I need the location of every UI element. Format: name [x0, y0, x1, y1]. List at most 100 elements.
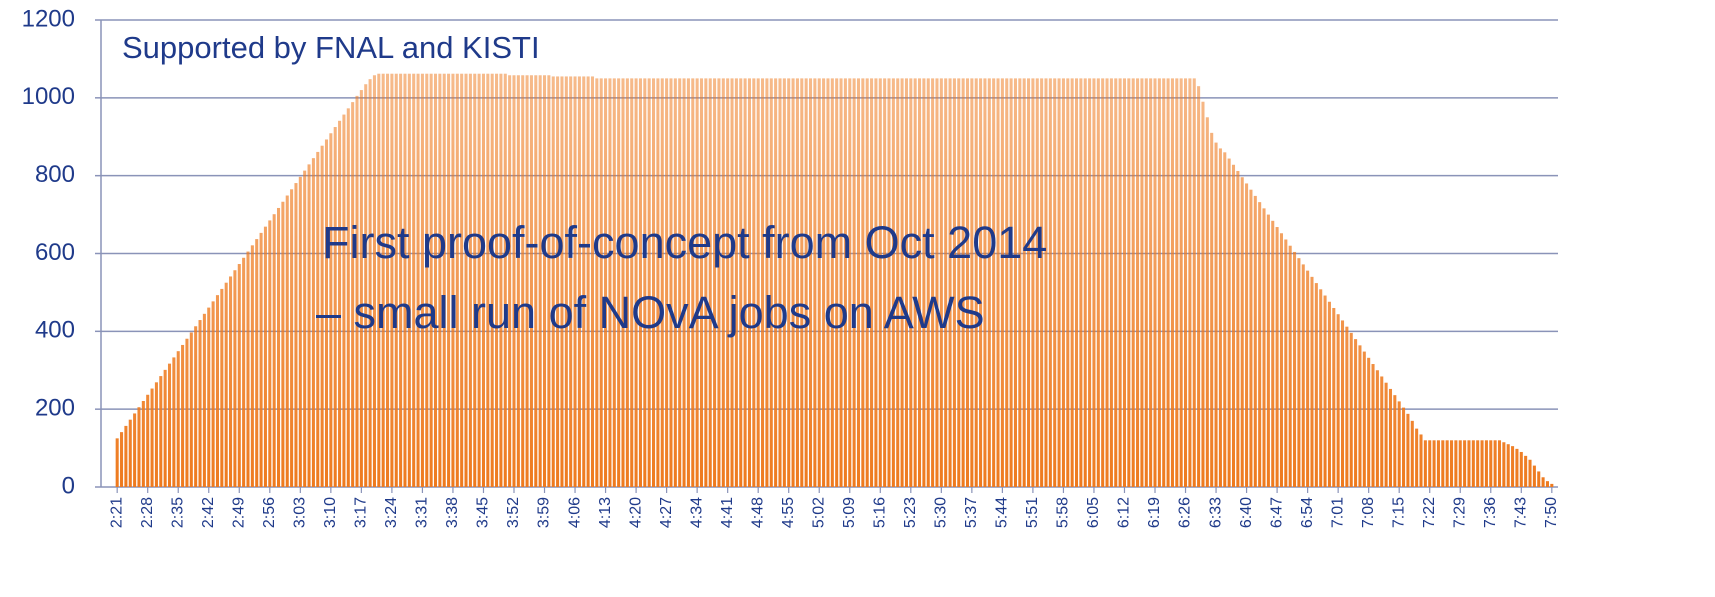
bar	[1035, 78, 1039, 487]
y-tick-label: 600	[35, 239, 75, 266]
bar	[1519, 451, 1523, 487]
bar	[913, 78, 917, 487]
x-tick-label: 4:48	[749, 497, 766, 528]
bar	[1275, 227, 1279, 487]
bar	[1031, 78, 1035, 487]
x-tick-label: 4:34	[688, 497, 705, 528]
bar	[1258, 202, 1262, 487]
bar	[1144, 78, 1148, 487]
x-tick-label: 6:54	[1299, 497, 1316, 528]
bar	[381, 73, 385, 487]
bar	[1210, 132, 1214, 487]
bar	[604, 78, 608, 487]
bar	[721, 78, 725, 487]
bar	[1184, 78, 1188, 487]
bar	[159, 376, 163, 487]
bar	[1493, 440, 1497, 487]
bar	[957, 78, 961, 487]
bar	[1532, 465, 1536, 487]
bar	[320, 145, 324, 487]
bar	[909, 78, 913, 487]
bar	[1524, 455, 1528, 487]
bar	[643, 78, 647, 487]
bar	[577, 76, 581, 487]
bar	[1236, 170, 1240, 487]
y-tick-label: 200	[35, 395, 75, 422]
bar	[167, 363, 172, 487]
bar	[813, 78, 817, 487]
bar	[1009, 78, 1013, 487]
bar	[730, 78, 734, 487]
bar	[861, 78, 865, 487]
bar	[1266, 214, 1270, 488]
bar	[311, 158, 315, 487]
bar	[1484, 440, 1488, 487]
bar	[508, 75, 512, 488]
bar	[1306, 270, 1310, 487]
bar	[612, 78, 616, 487]
bar	[1419, 434, 1423, 487]
x-tick-label: 5:37	[963, 497, 980, 528]
bar	[521, 75, 525, 488]
bar	[1297, 258, 1301, 487]
bar	[634, 78, 638, 487]
bar	[1157, 78, 1161, 487]
bar	[726, 78, 730, 487]
bar	[1048, 78, 1052, 487]
bar	[782, 78, 786, 487]
bar	[1079, 78, 1083, 487]
bar	[948, 78, 952, 487]
bar	[1441, 440, 1445, 487]
bar	[1445, 440, 1449, 487]
bar	[652, 78, 656, 487]
bar	[150, 388, 154, 487]
bar	[599, 78, 603, 487]
bar	[769, 78, 773, 487]
bar	[665, 78, 669, 487]
bar	[1476, 440, 1480, 487]
bar	[944, 78, 948, 487]
bar	[481, 73, 485, 487]
y-tick-label: 1200	[22, 5, 75, 32]
bar	[255, 239, 259, 487]
bar	[843, 78, 847, 487]
bar	[673, 78, 677, 487]
x-tick-label: 5:16	[872, 497, 889, 528]
bar	[1480, 440, 1484, 487]
bar	[887, 78, 891, 487]
bar	[992, 78, 996, 487]
bar	[1271, 220, 1275, 487]
x-tick-label: 6:19	[1146, 497, 1163, 528]
bar	[542, 75, 547, 488]
bar	[564, 76, 568, 487]
bar	[826, 78, 830, 487]
bar	[547, 75, 551, 488]
bar	[329, 133, 333, 487]
x-tick-label: 3:52	[505, 497, 522, 528]
bar	[922, 78, 926, 487]
bar	[1214, 142, 1218, 487]
bar	[935, 78, 939, 487]
bar	[817, 78, 821, 487]
bar	[682, 78, 686, 487]
bar	[516, 75, 520, 488]
bar	[1354, 339, 1358, 487]
bar	[1013, 78, 1017, 487]
bar	[1545, 481, 1549, 487]
bar	[1406, 413, 1410, 487]
bar	[189, 332, 193, 487]
bar	[1336, 314, 1340, 487]
x-tick-label: 7:22	[1421, 497, 1438, 528]
bar	[765, 78, 769, 487]
bar	[359, 90, 363, 488]
bar	[198, 320, 202, 487]
bar	[752, 78, 756, 487]
bar	[490, 73, 494, 487]
bar	[630, 78, 634, 487]
bar	[974, 78, 978, 487]
bar	[1249, 189, 1253, 487]
bar	[429, 73, 433, 487]
bar	[338, 120, 342, 488]
bar	[608, 78, 612, 487]
bar	[1340, 320, 1345, 487]
